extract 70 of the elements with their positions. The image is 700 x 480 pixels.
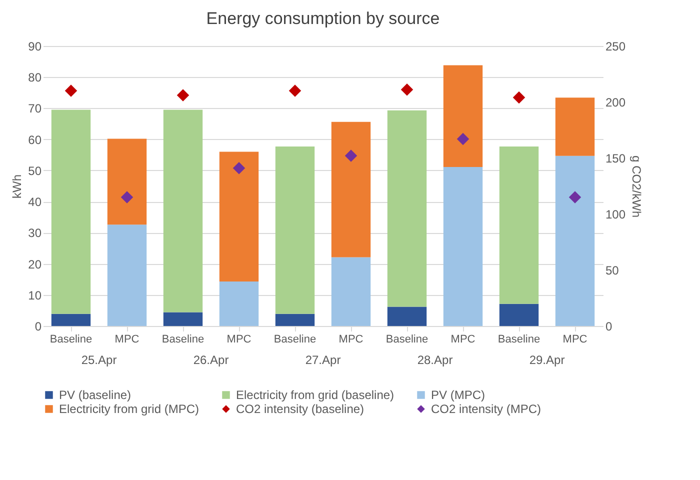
bar bbox=[107, 224, 147, 326]
y-tick-label: 40 bbox=[28, 195, 42, 210]
x-tick-label: MPC bbox=[114, 334, 140, 346]
y-tick-label: 60 bbox=[28, 132, 42, 147]
bar bbox=[107, 138, 147, 225]
y2-axis-title: g CO2/kWh bbox=[630, 155, 644, 218]
legend-label: CO2 intensity (MPC) bbox=[431, 402, 542, 416]
bar bbox=[275, 146, 315, 314]
point bbox=[400, 84, 414, 96]
point bbox=[456, 132, 470, 146]
point bbox=[64, 84, 78, 97]
point bbox=[176, 89, 190, 102]
bar bbox=[499, 146, 539, 304]
bar bbox=[51, 314, 91, 326]
text: 26.Apr bbox=[193, 353, 229, 367]
x-tick-label: Baseline bbox=[498, 334, 540, 346]
y-tick-label: 50 bbox=[28, 164, 42, 178]
y2-tick-label: 50 bbox=[606, 264, 620, 278]
point bbox=[120, 191, 134, 204]
y-tick-label: 20 bbox=[28, 257, 42, 272]
y-axis-title: kWh bbox=[10, 174, 24, 198]
y-tick-label: 0 bbox=[34, 320, 42, 334]
x-tick-label: Baseline bbox=[50, 334, 92, 346]
legend-label: CO2 intensity (baseline) bbox=[236, 402, 364, 416]
bar bbox=[219, 282, 259, 326]
text: 28.Apr bbox=[417, 353, 453, 367]
bar bbox=[387, 306, 427, 326]
x-tick-label: MPC bbox=[338, 334, 364, 346]
bar bbox=[275, 314, 315, 326]
point bbox=[344, 150, 358, 162]
bar bbox=[51, 110, 91, 314]
bar bbox=[499, 304, 539, 326]
chart-title: Energy consumption by source bbox=[206, 9, 440, 28]
text: 27.Apr bbox=[305, 353, 341, 367]
bar bbox=[219, 152, 259, 282]
point bbox=[288, 84, 302, 97]
point bbox=[232, 162, 246, 174]
text: 25.Apr bbox=[81, 353, 117, 367]
x-tick-label: Baseline bbox=[386, 334, 428, 346]
legend-label: PV (MPC) bbox=[431, 388, 486, 402]
legend-label: Electricity from grid (baseline) bbox=[236, 388, 394, 402]
legend-label: Electricity from grid (MPC) bbox=[59, 402, 200, 416]
bar bbox=[387, 110, 427, 307]
x-tick-label: Baseline bbox=[162, 334, 204, 346]
legend-label: PV (baseline) bbox=[59, 388, 132, 402]
y-tick-label: 80 bbox=[28, 70, 42, 85]
y2-tick-label: 250 bbox=[606, 40, 626, 54]
y2-tick-label: 0 bbox=[606, 320, 612, 334]
y-tick-label: 30 bbox=[28, 226, 42, 240]
bar bbox=[163, 110, 203, 312]
bar bbox=[555, 98, 595, 156]
x-tick-label: MPC bbox=[226, 334, 252, 346]
x-tick-label: MPC bbox=[450, 334, 476, 346]
bar bbox=[331, 257, 371, 326]
text: 29.Apr bbox=[529, 353, 565, 367]
bar bbox=[443, 167, 483, 326]
bar bbox=[331, 122, 371, 258]
point bbox=[512, 91, 526, 104]
bar bbox=[163, 312, 203, 326]
y-tick-label: 70 bbox=[28, 102, 42, 116]
bar bbox=[555, 156, 595, 326]
x-tick-label: MPC bbox=[562, 334, 588, 346]
point bbox=[568, 191, 582, 204]
y2-tick-label: 100 bbox=[606, 208, 626, 222]
y2-tick-label: 200 bbox=[606, 96, 626, 110]
y2-tick-label: 150 bbox=[606, 152, 626, 166]
bar bbox=[443, 65, 483, 168]
y-tick-label: 90 bbox=[28, 40, 42, 54]
x-tick-label: Baseline bbox=[274, 334, 316, 346]
y-tick-label: 10 bbox=[28, 288, 42, 302]
